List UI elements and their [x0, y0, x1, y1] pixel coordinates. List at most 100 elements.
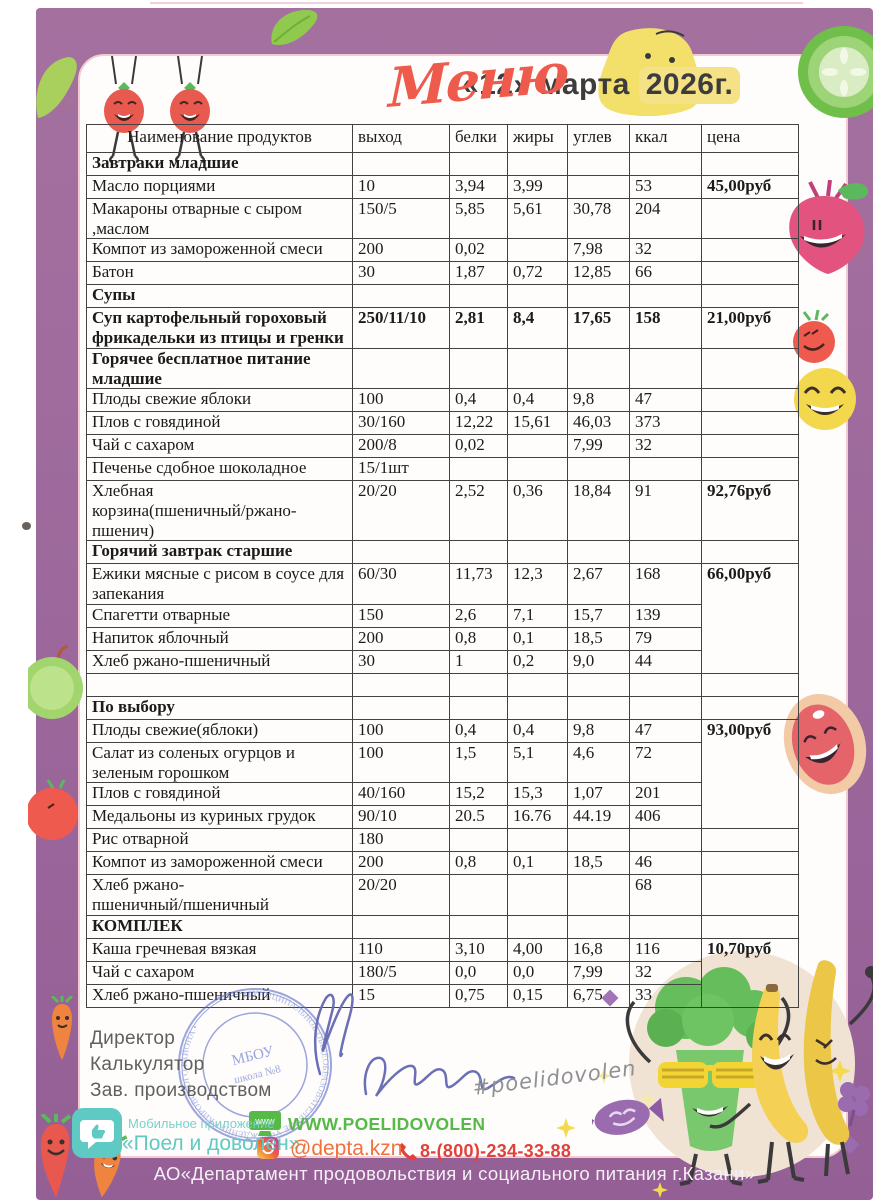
- item-value-cell: 5,1: [507, 741, 568, 784]
- menu-item-row: Хлеб ржано-пшеничный 30 1 0,2 9,0 44: [86, 649, 799, 674]
- item-value-cell: 0,4: [507, 388, 568, 413]
- item-value-cell: 0,72: [507, 261, 568, 286]
- menu-item-row: Батон 30 1,87 0,72 12,85 66: [86, 261, 799, 286]
- menu-item-row: Плоды свежие(яблоки) 100 0,4 0,4 9,8 47 93,00р…: [86, 718, 799, 830]
- column-header: углев: [567, 124, 630, 153]
- item-value-cell: 12,3: [507, 563, 568, 605]
- item-value-cell: [449, 672, 508, 697]
- item-value-cell: 12,85: [567, 261, 630, 286]
- scan-speck: [22, 522, 31, 530]
- item-value-cell: 1,5: [449, 741, 508, 784]
- date-year: 2026г.: [638, 67, 741, 104]
- item-value-cell: 2,67: [567, 563, 630, 605]
- item-name-cell: Хлеб ржано- пшеничный/пшеничный: [86, 874, 353, 916]
- item-value-cell: 7,99: [567, 960, 630, 985]
- item-name-cell: Чай с сахаром: [86, 960, 353, 985]
- item-value-cell: 10: [352, 175, 450, 199]
- column-header: ккал: [629, 124, 702, 153]
- item-value-cell: 32: [629, 434, 702, 459]
- item-value-cell: 8,4: [507, 307, 568, 349]
- item-value-cell: 47: [629, 388, 702, 413]
- item-value-cell: [629, 828, 702, 853]
- item-value-cell: 30: [352, 261, 450, 286]
- item-value-cell: 150: [352, 603, 450, 628]
- item-value-cell: 20/20: [352, 874, 450, 916]
- menu-table: Наименование продуктов выход белки жиры угле…: [86, 124, 799, 1008]
- item-value-cell: 200/8: [352, 434, 450, 459]
- carrot-icon: [50, 996, 74, 1060]
- item-value-cell: 15,3: [507, 782, 568, 807]
- item-value-cell: 180: [352, 828, 450, 853]
- item-value-cell: 44: [629, 649, 702, 674]
- item-value-cell: [567, 672, 630, 697]
- item-value-cell: 20/20: [352, 480, 450, 542]
- item-name-cell: Плоды свежие яблоки: [86, 388, 353, 413]
- item-name-cell: КОМПЛЕК: [86, 914, 353, 939]
- item-value-cell: 33: [629, 983, 702, 1008]
- www-monitor-icon: www: [249, 1111, 281, 1136]
- menu-item-row: Чай с сахаром 200/8 0,02 7,99 32: [86, 434, 799, 459]
- menu-item-row: Ежики мясные с рисом в соусе для запекан…: [86, 563, 799, 674]
- column-header: Наименование продуктов: [86, 124, 353, 153]
- item-name-cell: Хлеб ржано-пшеничный: [86, 983, 353, 1008]
- menu-item-row: Салат из соленых огурцов и зеленым горош…: [86, 741, 799, 784]
- section-row: Завтраки младшие: [86, 152, 799, 176]
- candy-icon: [592, 1097, 664, 1136]
- item-value-cell: [567, 828, 630, 853]
- item-value-cell: [507, 347, 568, 390]
- item-value-cell: [352, 152, 450, 176]
- item-value-cell: 91: [629, 480, 702, 542]
- signatory-director-label: Директор: [90, 1028, 176, 1049]
- section-row: Горячий завтрак старшие: [86, 540, 799, 565]
- item-name-cell: [86, 672, 353, 697]
- item-name-cell: Хлеб ржано-пшеничный: [86, 649, 353, 674]
- item-price-cell: [701, 672, 799, 697]
- bottom-bar-organization: АО«Департамент продовольствия и социальн…: [153, 1163, 756, 1184]
- sparkle-icon: [829, 1060, 851, 1082]
- item-value-cell: [629, 152, 702, 176]
- item-value-cell: 3,10: [449, 937, 508, 962]
- mobile-app-caption: Мобильное приложение: [128, 1116, 275, 1131]
- item-value-cell: [629, 284, 702, 309]
- item-name-cell: По выбору: [86, 695, 353, 720]
- leaf-icon: [271, 10, 318, 46]
- item-value-cell: 68: [629, 874, 702, 916]
- item-value-cell: 15,2: [449, 782, 508, 807]
- item-value-cell: [507, 672, 568, 697]
- item-name-cell: Салат из соленых огурцов и зеленым горош…: [86, 741, 353, 784]
- item-value-cell: 200: [352, 238, 450, 263]
- item-value-cell: 250/11/10: [352, 307, 450, 349]
- phone-icon: [399, 1143, 417, 1161]
- item-value-cell: 0,2: [507, 649, 568, 674]
- item-value-cell: [449, 828, 508, 853]
- item-value-cell: 1,07: [567, 782, 630, 807]
- item-value-cell: 32: [629, 238, 702, 263]
- item-value-cell: [449, 540, 508, 565]
- item-value-cell: 2,81: [449, 307, 508, 349]
- menu-item-row: Спагетти отварные 150 2,6 7,1 15,7 139: [86, 603, 799, 628]
- item-value-cell: 3,99: [507, 175, 568, 199]
- item-value-cell: 0,4: [449, 718, 508, 743]
- item-value-cell: [507, 152, 568, 176]
- menu-item-row: Макароны отварные с сыром ,маслом 150/5 5,…: [86, 197, 799, 240]
- signatory-production-label: Зав. производством: [90, 1080, 272, 1101]
- item-name-cell: Спагетти отварные: [86, 603, 353, 628]
- item-value-cell: 168: [629, 563, 702, 605]
- menu-item-row: Плов с говядиной 40/160 15,2 15,3 1,07 201: [86, 782, 799, 807]
- item-value-cell: [567, 152, 630, 176]
- website-url: WWW.POELIDOVOLEN: [288, 1114, 486, 1134]
- item-value-cell: 0,02: [449, 238, 508, 263]
- menu-item-row: Компот из замороженной смеси 200 0,8 0,1 18,…: [86, 851, 799, 876]
- item-value-cell: 15/1шт: [352, 457, 450, 482]
- item-value-cell: 16.76: [507, 805, 568, 830]
- item-value-cell: 4,6: [567, 741, 630, 784]
- menu-item-row: Каша гречневая вязкая 110 3,10 4,00 16,8 116 1…: [86, 937, 799, 1008]
- item-value-cell: 12,22: [449, 411, 508, 436]
- item-value-cell: 17,65: [567, 307, 630, 349]
- item-value-cell: 0,8: [449, 626, 508, 651]
- shutter-shades-icon: [658, 1062, 762, 1088]
- item-price-cell: [701, 695, 799, 720]
- item-value-cell: 200: [352, 851, 450, 876]
- menu-item-row: Плоды свежие яблоки 100 0,4 0,4 9,8 47: [86, 388, 799, 413]
- item-value-cell: 139: [629, 603, 702, 628]
